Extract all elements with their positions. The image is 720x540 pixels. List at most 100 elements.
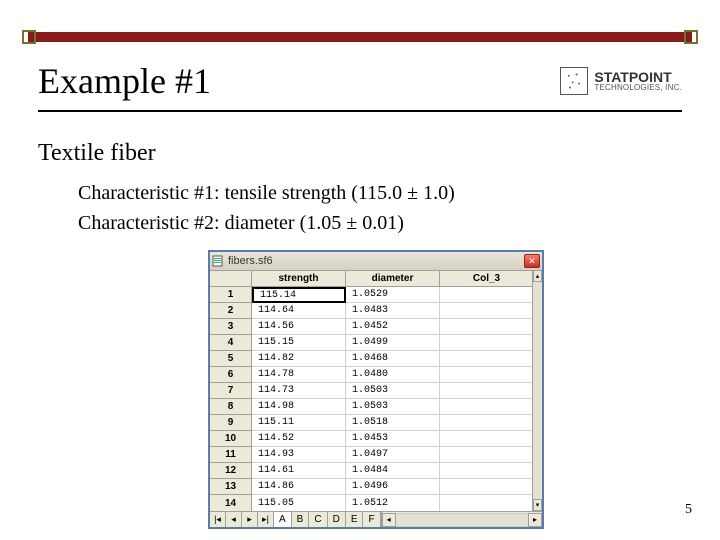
cell-strength[interactable]: 114.98 <box>252 399 346 415</box>
col-header-col3[interactable]: Col_3 <box>440 271 534 287</box>
cell-col3[interactable] <box>440 479 534 495</box>
cell-strength[interactable]: 114.61 <box>252 463 346 479</box>
row-header[interactable]: 12 <box>210 463 252 479</box>
cell-diameter[interactable]: 1.0452 <box>346 319 440 335</box>
row-header[interactable]: 5 <box>210 351 252 367</box>
cell-col3[interactable] <box>440 495 534 511</box>
cell-diameter[interactable]: 1.0512 <box>346 495 440 511</box>
logo: STATPOINT TECHNOLOGIES, INC. <box>560 67 682 95</box>
row-header[interactable]: 11 <box>210 447 252 463</box>
logo-icon <box>560 67 588 95</box>
table-row: 3114.561.0452 <box>210 319 542 335</box>
cell-col3[interactable] <box>440 303 534 319</box>
cell-col3[interactable] <box>440 463 534 479</box>
cell-diameter[interactable]: 1.0503 <box>346 383 440 399</box>
cell-strength[interactable]: 114.52 <box>252 431 346 447</box>
cell-diameter[interactable]: 1.0483 <box>346 303 440 319</box>
cell-strength[interactable]: 114.86 <box>252 479 346 495</box>
cell-strength[interactable]: 114.93 <box>252 447 346 463</box>
vscroll-track[interactable] <box>533 282 542 499</box>
cell-diameter[interactable]: 1.0529 <box>346 287 440 303</box>
sheet-tab-b[interactable]: B <box>292 512 310 527</box>
sheet-tab-e[interactable]: E <box>346 512 364 527</box>
close-button[interactable]: ✕ <box>524 254 540 268</box>
cell-diameter[interactable]: 1.0499 <box>346 335 440 351</box>
cell-strength[interactable]: 114.64 <box>252 303 346 319</box>
cell-col3[interactable] <box>440 335 534 351</box>
cell-col3[interactable] <box>440 399 534 415</box>
slide-title: Example #1 <box>38 60 211 102</box>
row-header[interactable]: 4 <box>210 335 252 351</box>
horizontal-scrollbar[interactable]: ◂ ▸ <box>381 512 542 527</box>
row-header[interactable]: 14 <box>210 495 252 511</box>
nav-prev-button[interactable]: ◂ <box>226 512 242 527</box>
corner-cell[interactable] <box>210 271 252 287</box>
cell-strength[interactable]: 114.82 <box>252 351 346 367</box>
cell-strength[interactable]: 114.56 <box>252 319 346 335</box>
row-header[interactable]: 3 <box>210 319 252 335</box>
accent-bar <box>28 32 692 42</box>
cell-strength[interactable]: 115.05 <box>252 495 346 511</box>
cell-strength[interactable]: 115.11 <box>252 415 346 431</box>
cell-strength[interactable]: 115.15 <box>252 335 346 351</box>
row-header[interactable]: 13 <box>210 479 252 495</box>
table-row: 11114.931.0497 <box>210 447 542 463</box>
cell-col3[interactable] <box>440 287 534 303</box>
cell-col3[interactable] <box>440 431 534 447</box>
table-row: 2114.641.0483 <box>210 303 542 319</box>
cell-col3[interactable] <box>440 319 534 335</box>
cell-strength[interactable]: 114.78 <box>252 367 346 383</box>
table-row: 10114.521.0453 <box>210 431 542 447</box>
cell-strength[interactable]: 114.73 <box>252 383 346 399</box>
sheet-tab-a[interactable]: A <box>274 512 292 527</box>
cell-col3[interactable] <box>440 415 534 431</box>
row-header[interactable]: 9 <box>210 415 252 431</box>
cell-col3[interactable] <box>440 367 534 383</box>
vertical-scrollbar[interactable]: ▴ ▾ <box>532 270 542 511</box>
cell-col3[interactable] <box>440 383 534 399</box>
cell-strength[interactable]: 115.14 <box>252 287 346 303</box>
table-row: 4115.151.0499 <box>210 335 542 351</box>
sheet-tab-f[interactable]: F <box>363 512 380 527</box>
nav-next-button[interactable]: ▸ <box>242 512 258 527</box>
cell-col3[interactable] <box>440 447 534 463</box>
sheet-tab-d[interactable]: D <box>328 512 346 527</box>
cell-diameter[interactable]: 1.0497 <box>346 447 440 463</box>
column-header-row: strength diameter Col_3 <box>210 271 542 287</box>
table-row: 14115.051.0512 <box>210 495 542 511</box>
page-number: 5 <box>685 502 692 518</box>
nav-last-button[interactable]: ▸| <box>258 512 274 527</box>
row-header[interactable]: 8 <box>210 399 252 415</box>
scroll-up-icon[interactable]: ▴ <box>533 270 542 282</box>
table-row: 5114.821.0468 <box>210 351 542 367</box>
scroll-right-icon[interactable]: ▸ <box>528 513 542 527</box>
col-header-strength[interactable]: strength <box>252 271 346 287</box>
row-header[interactable]: 6 <box>210 367 252 383</box>
table-row: 12114.611.0484 <box>210 463 542 479</box>
sheet-tab-c[interactable]: C <box>309 512 327 527</box>
cell-col3[interactable] <box>440 351 534 367</box>
corner-square-left <box>22 30 36 44</box>
hscroll-track[interactable] <box>396 513 528 527</box>
row-header[interactable]: 10 <box>210 431 252 447</box>
window-title-text: fibers.sf6 <box>228 255 524 267</box>
cell-diameter[interactable]: 1.0480 <box>346 367 440 383</box>
cell-diameter[interactable]: 1.0468 <box>346 351 440 367</box>
cell-diameter[interactable]: 1.0503 <box>346 399 440 415</box>
cell-diameter[interactable]: 1.0496 <box>346 479 440 495</box>
scroll-down-icon[interactable]: ▾ <box>533 499 542 511</box>
cell-diameter[interactable]: 1.0484 <box>346 463 440 479</box>
row-header[interactable]: 7 <box>210 383 252 399</box>
row-header[interactable]: 1 <box>210 287 252 303</box>
nav-first-button[interactable]: |◂ <box>210 512 226 527</box>
window-titlebar[interactable]: fibers.sf6 ✕ <box>210 252 542 270</box>
table-row: 7114.731.0503 <box>210 383 542 399</box>
subtitle: Textile fiber <box>38 140 156 167</box>
scroll-left-icon[interactable]: ◂ <box>382 513 396 527</box>
grid-area: strength diameter Col_3 1115.141.0529211… <box>210 270 542 511</box>
col-header-diameter[interactable]: diameter <box>346 271 440 287</box>
cell-diameter[interactable]: 1.0518 <box>346 415 440 431</box>
row-header[interactable]: 2 <box>210 303 252 319</box>
title-rule <box>38 110 682 112</box>
cell-diameter[interactable]: 1.0453 <box>346 431 440 447</box>
